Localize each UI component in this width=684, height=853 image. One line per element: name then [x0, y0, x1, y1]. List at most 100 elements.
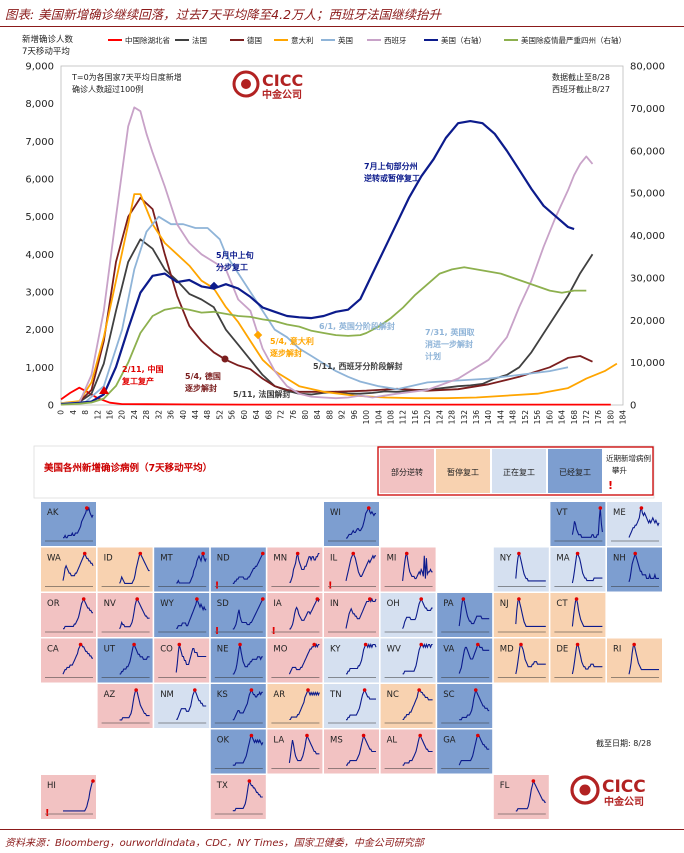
state-tile-sd: SD! [210, 593, 266, 637]
state-peak-marker [195, 597, 199, 601]
legend-label-reopened: 已经复工 [559, 467, 591, 477]
state-peak-marker [247, 779, 252, 783]
state-abbr: DE [556, 645, 568, 655]
state-peak-marker [418, 733, 422, 738]
state-abbr: AK [47, 508, 59, 518]
note-t0-line2: 确诊人数超过100例 [72, 84, 143, 94]
state-trend-line [232, 598, 264, 630]
state-trend-line [346, 733, 376, 766]
state-abbr: WV [387, 645, 401, 655]
series-line-2 [60, 196, 593, 405]
state-tile-pa: PA [437, 593, 493, 637]
state-peak-marker [138, 551, 143, 556]
note-uk-delay-line3: 计划 [425, 351, 441, 361]
state-grid-section: 美国各州新增确诊病例（7天移动平均） 部分逆转 暂停复工 正在复工 已经复工 近… [33, 445, 662, 819]
note-france: 5/11, 法国解封 [233, 389, 290, 399]
state-tile-ia: IA! [267, 593, 323, 637]
marker-china [99, 386, 109, 394]
cicc-logo: CICC 中金公司 [232, 70, 303, 101]
state-trend-line [176, 596, 207, 629]
x-tick-label: 148 [509, 410, 518, 425]
x-tick-label: 124 [435, 410, 444, 425]
state-tile-bg [210, 775, 266, 819]
state-trend-line [62, 643, 93, 675]
state-trend-line [288, 733, 320, 763]
state-tile-ne: NE [210, 638, 266, 683]
x-tick-label: 116 [411, 410, 420, 425]
x-tick-label: 40 [179, 410, 188, 420]
state-trend-line [289, 552, 320, 583]
state-peak-marker [367, 597, 372, 601]
state-trend-line [345, 552, 376, 582]
state-tile-ms: MS [324, 729, 379, 774]
x-tick-label: 176 [594, 410, 603, 425]
state-abbr: AZ [104, 690, 116, 700]
marker-germany [221, 355, 229, 363]
state-peak-marker [78, 642, 83, 647]
state-trend-line [628, 506, 660, 538]
y-axis-right: 0 10,000 20,000 30,000 40,000 50,000 60,000 70,… [630, 62, 665, 412]
x-tick-label: 72 [277, 410, 286, 420]
state-tile-nh: NH [607, 547, 662, 592]
x-tick-label: 168 [570, 410, 579, 425]
state-tile-bg [154, 684, 210, 728]
state-peak-marker [361, 733, 366, 738]
state-abbr: CT [556, 599, 568, 609]
y-right-tick-label: 40,000 [630, 231, 665, 242]
state-tile-ca: CA [41, 638, 96, 683]
state-tile-bg [97, 638, 153, 683]
note-italy-line2: 逐步解封 [270, 348, 302, 358]
x-tick-label: 52 [215, 410, 224, 420]
state-tile-bg [607, 502, 662, 546]
state-abbr: GA [443, 736, 456, 746]
state-tile-ma: MA [550, 547, 606, 592]
state-abbr: TX [216, 781, 228, 791]
state-trend-line [232, 779, 263, 812]
state-peak-marker [351, 551, 356, 556]
footer-divider [0, 829, 684, 830]
x-tick-label: 140 [484, 410, 493, 425]
state-peak-marker [238, 642, 242, 647]
state-abbr: MA [556, 554, 569, 564]
state-tile-bg [154, 547, 210, 592]
note-us-pause-line2: 逆转或暂停复工 [364, 173, 420, 183]
state-peak-marker [81, 597, 86, 601]
series-line-5 [60, 106, 594, 406]
x-tick-label: 128 [448, 410, 457, 425]
y-right-tick-label: 10,000 [630, 358, 665, 369]
state-tile-la: LA [267, 729, 323, 774]
logo-text-cn: 中金公司 [262, 88, 302, 101]
state-peak-marker [306, 688, 310, 692]
state-trend-line [402, 597, 433, 629]
state-tile-bg [210, 729, 266, 774]
state-trend-line [62, 552, 94, 581]
state-tile-nv: NV [97, 593, 153, 637]
note-germany-line2: 逐步解封 [185, 383, 217, 393]
state-peak-marker [249, 688, 254, 692]
source-note: 资料来源：Bloomberg，ourworldindata，CDC，NY Tim… [5, 838, 424, 849]
state-peak-marker [574, 597, 579, 601]
state-trend-line [458, 597, 490, 627]
legend-swatch-reopening [492, 449, 546, 493]
state-abbr: MI [387, 554, 397, 564]
state-tile-wy: WY [154, 593, 210, 637]
state-tile-md: MD [493, 638, 549, 683]
state-abbr: OR [47, 599, 60, 609]
state-tile-bg [437, 593, 493, 637]
series-line-3 [60, 193, 618, 404]
state-trend-line [289, 597, 320, 630]
state-peak-marker [632, 642, 636, 647]
state-peak-marker [295, 551, 300, 556]
logo-mark-bottom-core [579, 784, 591, 796]
legend-label: 中国除湖北省 [125, 35, 170, 45]
state-peak-marker [517, 597, 521, 601]
state-tile-ri: RI [607, 638, 662, 683]
y-left-tick-label: 9,000 [25, 62, 54, 73]
state-trend-line [175, 644, 207, 673]
state-tile-bg [41, 547, 96, 592]
note-uk-delay-line2: 消进一步解封 [425, 339, 473, 349]
y-left-tick-label: 6,000 [25, 175, 54, 186]
state-abbr: NM [160, 690, 174, 700]
state-peak-marker [312, 642, 317, 647]
